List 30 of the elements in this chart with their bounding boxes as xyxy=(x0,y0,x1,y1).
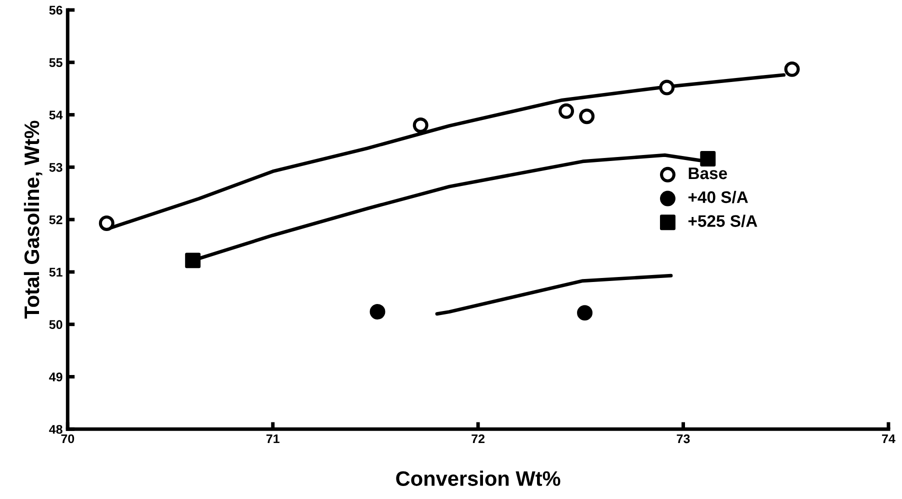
y-tick-label: 51 xyxy=(49,268,62,277)
x-tick-label: 71 xyxy=(266,434,280,444)
y-tick-label: 56 xyxy=(49,6,62,15)
line-series xyxy=(435,274,673,316)
x-tick-label: 73 xyxy=(676,434,690,444)
point xyxy=(98,215,114,231)
y-tick-label: 54 xyxy=(49,110,63,120)
point xyxy=(659,80,675,96)
point xyxy=(577,305,593,321)
point xyxy=(185,252,201,268)
y-axis-title: Total Gasoline, Wt% xyxy=(24,120,42,319)
legend-label: +525 S/A xyxy=(688,214,758,228)
x-tick-label: 72 xyxy=(472,434,485,444)
point xyxy=(784,61,800,77)
y-tick-label: 55 xyxy=(49,58,62,68)
legend-label: Base xyxy=(688,168,727,180)
point xyxy=(558,103,574,119)
y-tick-label: 52 xyxy=(49,215,62,224)
x-tick-label: 74 xyxy=(882,434,896,444)
y-tick-label: 49 xyxy=(49,372,62,382)
y-tick-label: 50 xyxy=(49,320,62,329)
y-tick-label: 53 xyxy=(49,162,62,172)
legend-label: +40 S/A xyxy=(688,190,748,204)
point xyxy=(579,108,595,124)
x-tick-label: 70 xyxy=(61,434,74,444)
point xyxy=(412,118,428,133)
x-axis-title: Conversion Wt% xyxy=(396,470,560,486)
y-tick-label: 48 xyxy=(49,424,62,434)
point xyxy=(700,151,716,167)
point xyxy=(370,304,386,320)
